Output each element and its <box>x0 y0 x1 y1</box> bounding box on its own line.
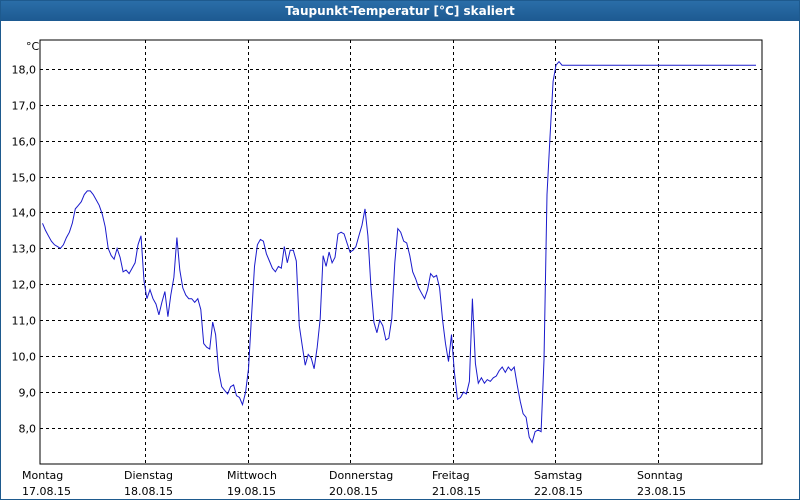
x-tick-day-label: Mittwoch <box>227 469 277 482</box>
plot-area <box>39 39 763 465</box>
x-tick-date-label: 17.08.15 <box>22 485 71 498</box>
x-tick-day-label: Samstag <box>534 469 582 482</box>
y-tick-label: 10,0 <box>12 351 37 364</box>
y-tick-label: 13,0 <box>12 243 37 256</box>
y-tick-label: 11,0 <box>12 315 37 328</box>
x-tick-date-label: 18.08.15 <box>124 485 173 498</box>
y-tick-label: 16,0 <box>12 136 37 149</box>
x-tick-day-label: Dienstag <box>124 469 173 482</box>
x-tick-date-label: 22.08.15 <box>534 485 583 498</box>
y-tick-label: 12,0 <box>12 279 37 292</box>
y-tick-labels: 8,0 9,0 10,0 11,0 12,0 13,0 14,0 15,0 16,0 17,0 18… <box>12 64 37 436</box>
y-tick-label: 9,0 <box>19 387 37 400</box>
y-tick-label: 15,0 <box>12 172 37 185</box>
y-tick-label: 14,0 <box>12 207 37 220</box>
x-tick-day-label: Montag <box>22 469 63 482</box>
chart-title: Taupunkt-Temperatur [°C] skaliert <box>1 1 799 21</box>
x-tick-day-label: Donnerstag <box>329 469 393 482</box>
x-tick-date-label: 21.08.15 <box>432 485 481 498</box>
y-axis-unit: °C <box>26 40 40 53</box>
y-tick-label: 8,0 <box>19 423 37 436</box>
y-tick-label: 18,0 <box>12 64 37 77</box>
y-tick-label: 17,0 <box>12 100 37 113</box>
series-line <box>42 60 756 444</box>
x-tick-date-label: 23.08.15 <box>637 485 686 498</box>
x-tick-date-label: 19.08.15 <box>227 485 276 498</box>
x-tick-labels: Montag 17.08.15 Dienstag 18.08.15 Mittwoch 19… <box>22 469 686 498</box>
x-tick-day-label: Freitag <box>432 469 470 482</box>
grid <box>40 40 762 464</box>
x-tick-date-label: 20.08.15 <box>329 485 378 498</box>
x-tick-day-label: Sonntag <box>637 469 683 482</box>
